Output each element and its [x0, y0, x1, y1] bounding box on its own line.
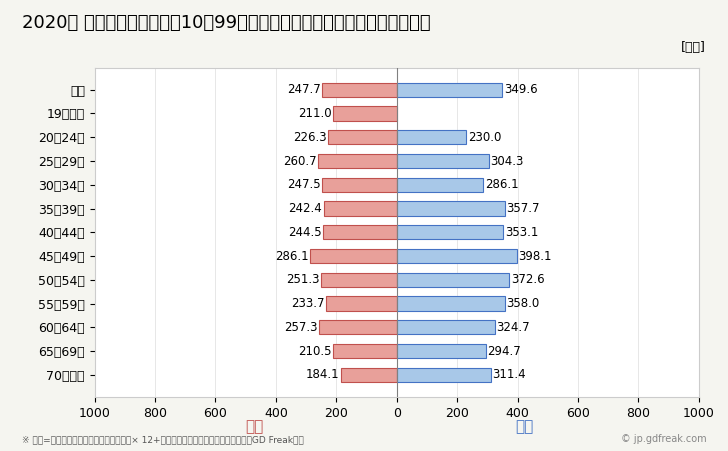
- Bar: [397, 202, 505, 216]
- Text: 247.7: 247.7: [287, 83, 320, 96]
- Text: 294.7: 294.7: [487, 345, 521, 358]
- Text: 311.4: 311.4: [492, 368, 526, 381]
- Text: 247.5: 247.5: [287, 178, 320, 191]
- Text: 233.7: 233.7: [291, 297, 325, 310]
- Bar: [321, 273, 397, 287]
- Text: 251.3: 251.3: [286, 273, 320, 286]
- Text: 304.3: 304.3: [490, 155, 523, 167]
- Text: 398.1: 398.1: [518, 249, 552, 262]
- Bar: [397, 368, 491, 382]
- Bar: [397, 83, 502, 97]
- Bar: [326, 296, 397, 311]
- Text: 226.3: 226.3: [293, 131, 327, 144]
- Bar: [397, 249, 517, 263]
- Bar: [319, 320, 397, 334]
- Bar: [397, 273, 510, 287]
- Bar: [397, 225, 504, 239]
- Text: 230.0: 230.0: [468, 131, 501, 144]
- Text: 244.5: 244.5: [288, 226, 321, 239]
- Text: 286.1: 286.1: [485, 178, 518, 191]
- Text: 353.1: 353.1: [505, 226, 538, 239]
- Text: 257.3: 257.3: [284, 321, 317, 334]
- Text: 260.7: 260.7: [283, 155, 317, 167]
- Bar: [397, 344, 486, 358]
- Bar: [323, 202, 397, 216]
- Text: 211.0: 211.0: [298, 107, 331, 120]
- Bar: [333, 344, 397, 358]
- Bar: [397, 178, 483, 192]
- Text: ※ 年収=「きまって支給する現金給与額」× 12+「年間賞与その他特別給与額」としてGD Freak推計: ※ 年収=「きまって支給する現金給与額」× 12+「年間賞与その他特別給与額」と…: [22, 435, 304, 444]
- Bar: [333, 106, 397, 120]
- Text: 210.5: 210.5: [298, 345, 332, 358]
- Text: 女性: 女性: [245, 419, 264, 434]
- Text: 184.1: 184.1: [306, 368, 340, 381]
- Bar: [328, 130, 397, 144]
- Text: 286.1: 286.1: [275, 249, 309, 262]
- Text: 358.0: 358.0: [507, 297, 539, 310]
- Text: 男性: 男性: [515, 419, 534, 434]
- Text: 372.6: 372.6: [511, 273, 545, 286]
- Text: 349.6: 349.6: [504, 83, 537, 96]
- Text: 357.7: 357.7: [507, 202, 540, 215]
- Text: 324.7: 324.7: [496, 321, 530, 334]
- Bar: [322, 178, 397, 192]
- Text: [万円]: [万円]: [681, 41, 706, 54]
- Bar: [323, 225, 397, 239]
- Bar: [397, 130, 466, 144]
- Text: © jp.gdfreak.com: © jp.gdfreak.com: [620, 434, 706, 444]
- Bar: [341, 368, 397, 382]
- Text: 2020年 民間企業（従業者数10〜99人）フルタイム労働者の男女別平均年収: 2020年 民間企業（従業者数10〜99人）フルタイム労働者の男女別平均年収: [22, 14, 430, 32]
- Bar: [322, 83, 397, 97]
- Bar: [397, 154, 488, 168]
- Bar: [397, 320, 495, 334]
- Text: 242.4: 242.4: [288, 202, 322, 215]
- Bar: [310, 249, 397, 263]
- Bar: [318, 154, 397, 168]
- Bar: [397, 296, 505, 311]
